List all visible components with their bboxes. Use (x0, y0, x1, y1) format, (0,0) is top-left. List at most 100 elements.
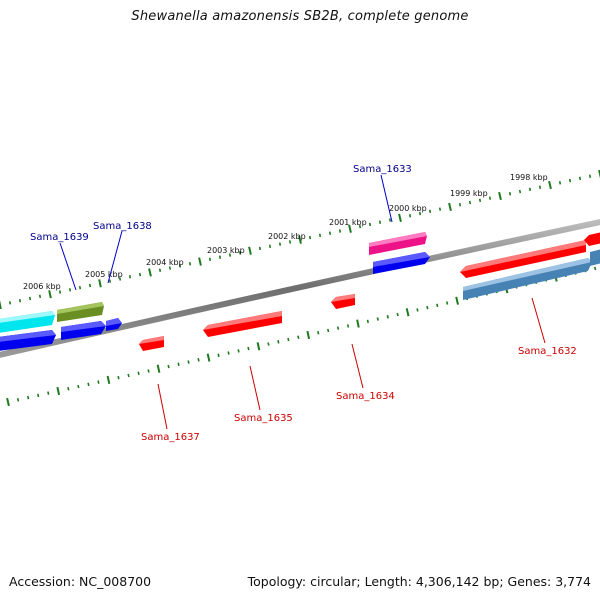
outer-minor-tick (208, 257, 212, 262)
inner-minor-tick (396, 312, 399, 317)
inner-minor-tick (187, 360, 190, 364)
outer-minor-tick (478, 198, 482, 203)
gene-label-sama-1639[interactable]: Sama_1639 (30, 232, 89, 243)
outer-minor-tick (68, 288, 72, 292)
outer-minor-tick (138, 272, 142, 277)
inner-minor-tick (97, 380, 100, 384)
inner-minor-tick (297, 335, 300, 339)
gene-label-sama-1635[interactable]: Sama_1635 (234, 413, 293, 424)
kbp-label-2005: 2005 kbp (85, 270, 123, 279)
outer-minor-tick (378, 220, 382, 224)
outer-minor-tick (88, 283, 92, 288)
outer-minor-tick (558, 181, 562, 185)
inner-minor-tick (426, 305, 429, 310)
outer-minor-tick (158, 268, 162, 272)
inner-minor-tick (436, 303, 439, 308)
inner-minor-tick (167, 364, 170, 369)
outer-minor-tick (118, 277, 122, 281)
outer-minor-tick (178, 264, 182, 268)
outer-scale-ticks (0, 169, 600, 310)
inner-minor-tick (386, 315, 389, 319)
kbp-label-2001: 2001 kbp (329, 218, 367, 227)
inner-minor-tick (277, 340, 280, 344)
inner-minor-tick (197, 358, 200, 362)
inner-major-tick (256, 342, 261, 351)
outer-minor-tick (78, 285, 82, 290)
kbp-label-2003: 2003 kbp (207, 246, 245, 255)
outer-minor-tick (368, 222, 372, 227)
inner-minor-tick (127, 373, 130, 378)
outer-minor-tick (258, 246, 262, 251)
forward-genes (0, 232, 600, 351)
outer-minor-tick (168, 266, 172, 270)
outer-major-tick (498, 191, 502, 201)
gene-label-sama-1632[interactable]: Sama_1632 (518, 346, 577, 357)
gene-feature-red-1632[interactable] (460, 240, 586, 278)
outer-minor-tick (518, 189, 522, 194)
outer-minor-tick (578, 176, 582, 181)
gene-label-sama-1638[interactable]: Sama_1638 (93, 221, 152, 232)
kbp-label-1998: 1998 kbp (510, 173, 548, 182)
inner-major-tick (6, 397, 10, 407)
outer-major-tick (198, 257, 202, 266)
connector-sama-1638 (107, 230, 123, 284)
gene-feature-red-1635[interactable] (203, 311, 282, 337)
map-title: Shewanella amazonensis SB2B, complete ge… (131, 9, 469, 24)
outer-major-tick (448, 202, 452, 212)
connector-sama-1639 (59, 242, 77, 291)
inner-minor-tick (416, 308, 419, 312)
kbp-label-1999: 1999 kbp (450, 189, 488, 198)
inner-minor-tick (317, 331, 320, 335)
gene-label-sama-1634[interactable]: Sama_1634 (336, 391, 395, 402)
inner-minor-tick (346, 324, 350, 328)
label-connectors (59, 174, 546, 430)
gene-feature-steelblue[interactable] (463, 249, 600, 300)
outer-major-tick (598, 169, 600, 179)
inner-major-tick (106, 375, 111, 385)
gene-label-sama-1633[interactable]: Sama_1633 (353, 164, 412, 175)
outer-minor-tick (418, 211, 422, 216)
outer-major-tick (298, 235, 302, 244)
gene-feature-red-1637[interactable] (139, 336, 164, 351)
kbp-label-2006: 2006 kbp (23, 282, 61, 291)
outer-minor-tick (318, 233, 322, 238)
gene-feature-olive[interactable] (57, 302, 104, 322)
inner-minor-tick (327, 328, 330, 333)
outer-major-tick (398, 213, 402, 223)
inner-minor-tick (366, 319, 369, 324)
gene-label-sama-1637[interactable]: Sama_1637 (141, 432, 200, 443)
kbp-label-2002: 2002 kbp (268, 232, 306, 241)
outer-major-tick (0, 300, 2, 310)
outer-minor-tick (328, 231, 332, 235)
gene-feature-blue-1[interactable] (0, 330, 56, 351)
gene-feature-blue-3[interactable] (106, 318, 122, 331)
inner-minor-tick (87, 382, 90, 387)
outer-minor-tick (38, 294, 42, 299)
gene-feature-magenta[interactable] (369, 232, 427, 255)
kbp-label-2000: 2000 kbp (389, 204, 427, 213)
outer-major-tick (148, 268, 152, 277)
inner-minor-tick (67, 387, 70, 391)
inner-minor-tick (446, 301, 449, 305)
gene-feature-red-1634[interactable] (331, 294, 355, 309)
inner-minor-tick (267, 342, 270, 346)
outer-minor-tick (58, 290, 62, 294)
outer-minor-tick (268, 244, 272, 249)
outer-minor-tick (528, 187, 532, 192)
outer-minor-tick (458, 203, 462, 207)
inner-major-tick (356, 319, 360, 328)
inner-minor-tick (77, 384, 80, 389)
outer-minor-tick (388, 218, 392, 222)
inner-major-tick (156, 364, 161, 373)
gene-feature-blue-2[interactable] (61, 321, 106, 340)
outer-minor-tick (108, 279, 112, 283)
inner-minor-tick (287, 337, 290, 342)
outer-minor-tick (438, 207, 442, 211)
gene-feature-cyan[interactable] (0, 311, 55, 333)
gene-feature-red-edge[interactable] (584, 232, 600, 246)
gene-feature-blue-4[interactable] (373, 252, 430, 274)
reverse-genes (139, 232, 600, 351)
inner-major-tick (206, 353, 211, 362)
inner-minor-tick (27, 395, 30, 400)
